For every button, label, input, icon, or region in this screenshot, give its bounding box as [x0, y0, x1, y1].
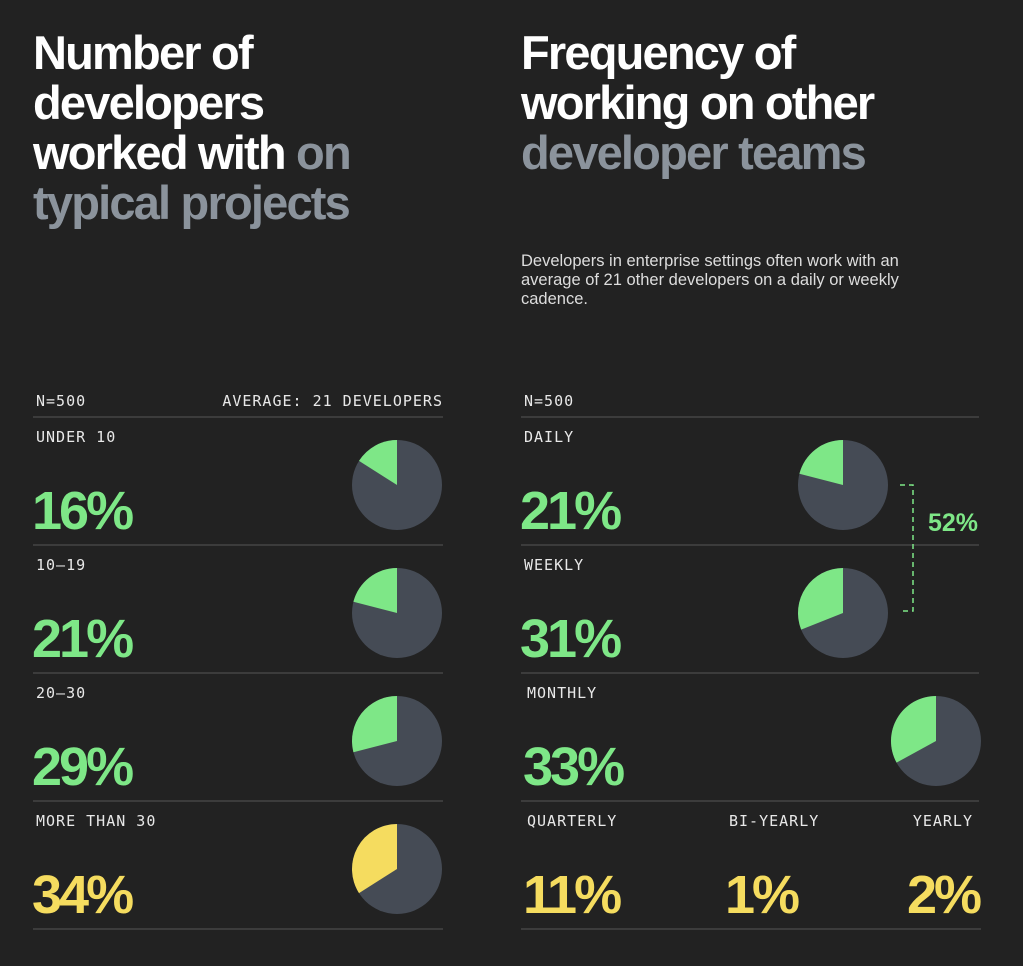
pie-slice	[353, 568, 397, 613]
category-label: WEEKLY	[524, 556, 584, 574]
category-label: MONTHLY	[527, 684, 597, 702]
category-label: BI-YEARLY	[729, 812, 819, 830]
title: Frequency of working on other	[521, 26, 875, 129]
title: Number of developers worked with	[33, 26, 287, 179]
pie-slice	[359, 440, 397, 485]
title-muted: on typical projects	[33, 126, 352, 229]
category-label: UNDER 10	[36, 428, 116, 446]
title-block: Frequency of working on other developer …	[521, 28, 901, 178]
value-label: 21%	[32, 609, 133, 669]
value-label: 2%	[907, 865, 981, 925]
pie-slice	[799, 440, 843, 485]
subtitle: Developers in enterprise settings often …	[521, 252, 899, 308]
category-label: 20–30	[36, 684, 86, 702]
category-label: DAILY	[524, 428, 574, 446]
value-label: 16%	[32, 481, 133, 541]
value-label: 29%	[32, 737, 133, 797]
title-muted: developer teams	[521, 126, 867, 179]
category-label: 10–19	[36, 556, 86, 574]
title-block: Number of developers worked with on typi…	[33, 28, 403, 228]
pie-slice	[352, 824, 397, 894]
pie-slice	[351, 696, 397, 753]
value-label: 11%	[523, 865, 621, 925]
bracket	[900, 484, 914, 612]
pie-slice	[891, 696, 936, 763]
value-label: 1%	[725, 865, 799, 925]
category-label: QUARTERLY	[527, 812, 617, 830]
value-label: 34%	[32, 865, 133, 925]
category-label: MORE THAN 30	[36, 812, 156, 830]
value-label: 33%	[523, 737, 624, 797]
pie-slice	[797, 568, 843, 630]
value-label: 31%	[520, 609, 621, 669]
category-label: YEARLY	[913, 812, 973, 830]
sample-label: N=500	[36, 392, 86, 410]
sample-label: N=500	[524, 392, 574, 410]
average-label: AVERAGE: 21 DEVELOPERS	[222, 392, 443, 410]
bracket-label: 52%	[928, 509, 978, 537]
value-label: 21%	[520, 481, 621, 541]
